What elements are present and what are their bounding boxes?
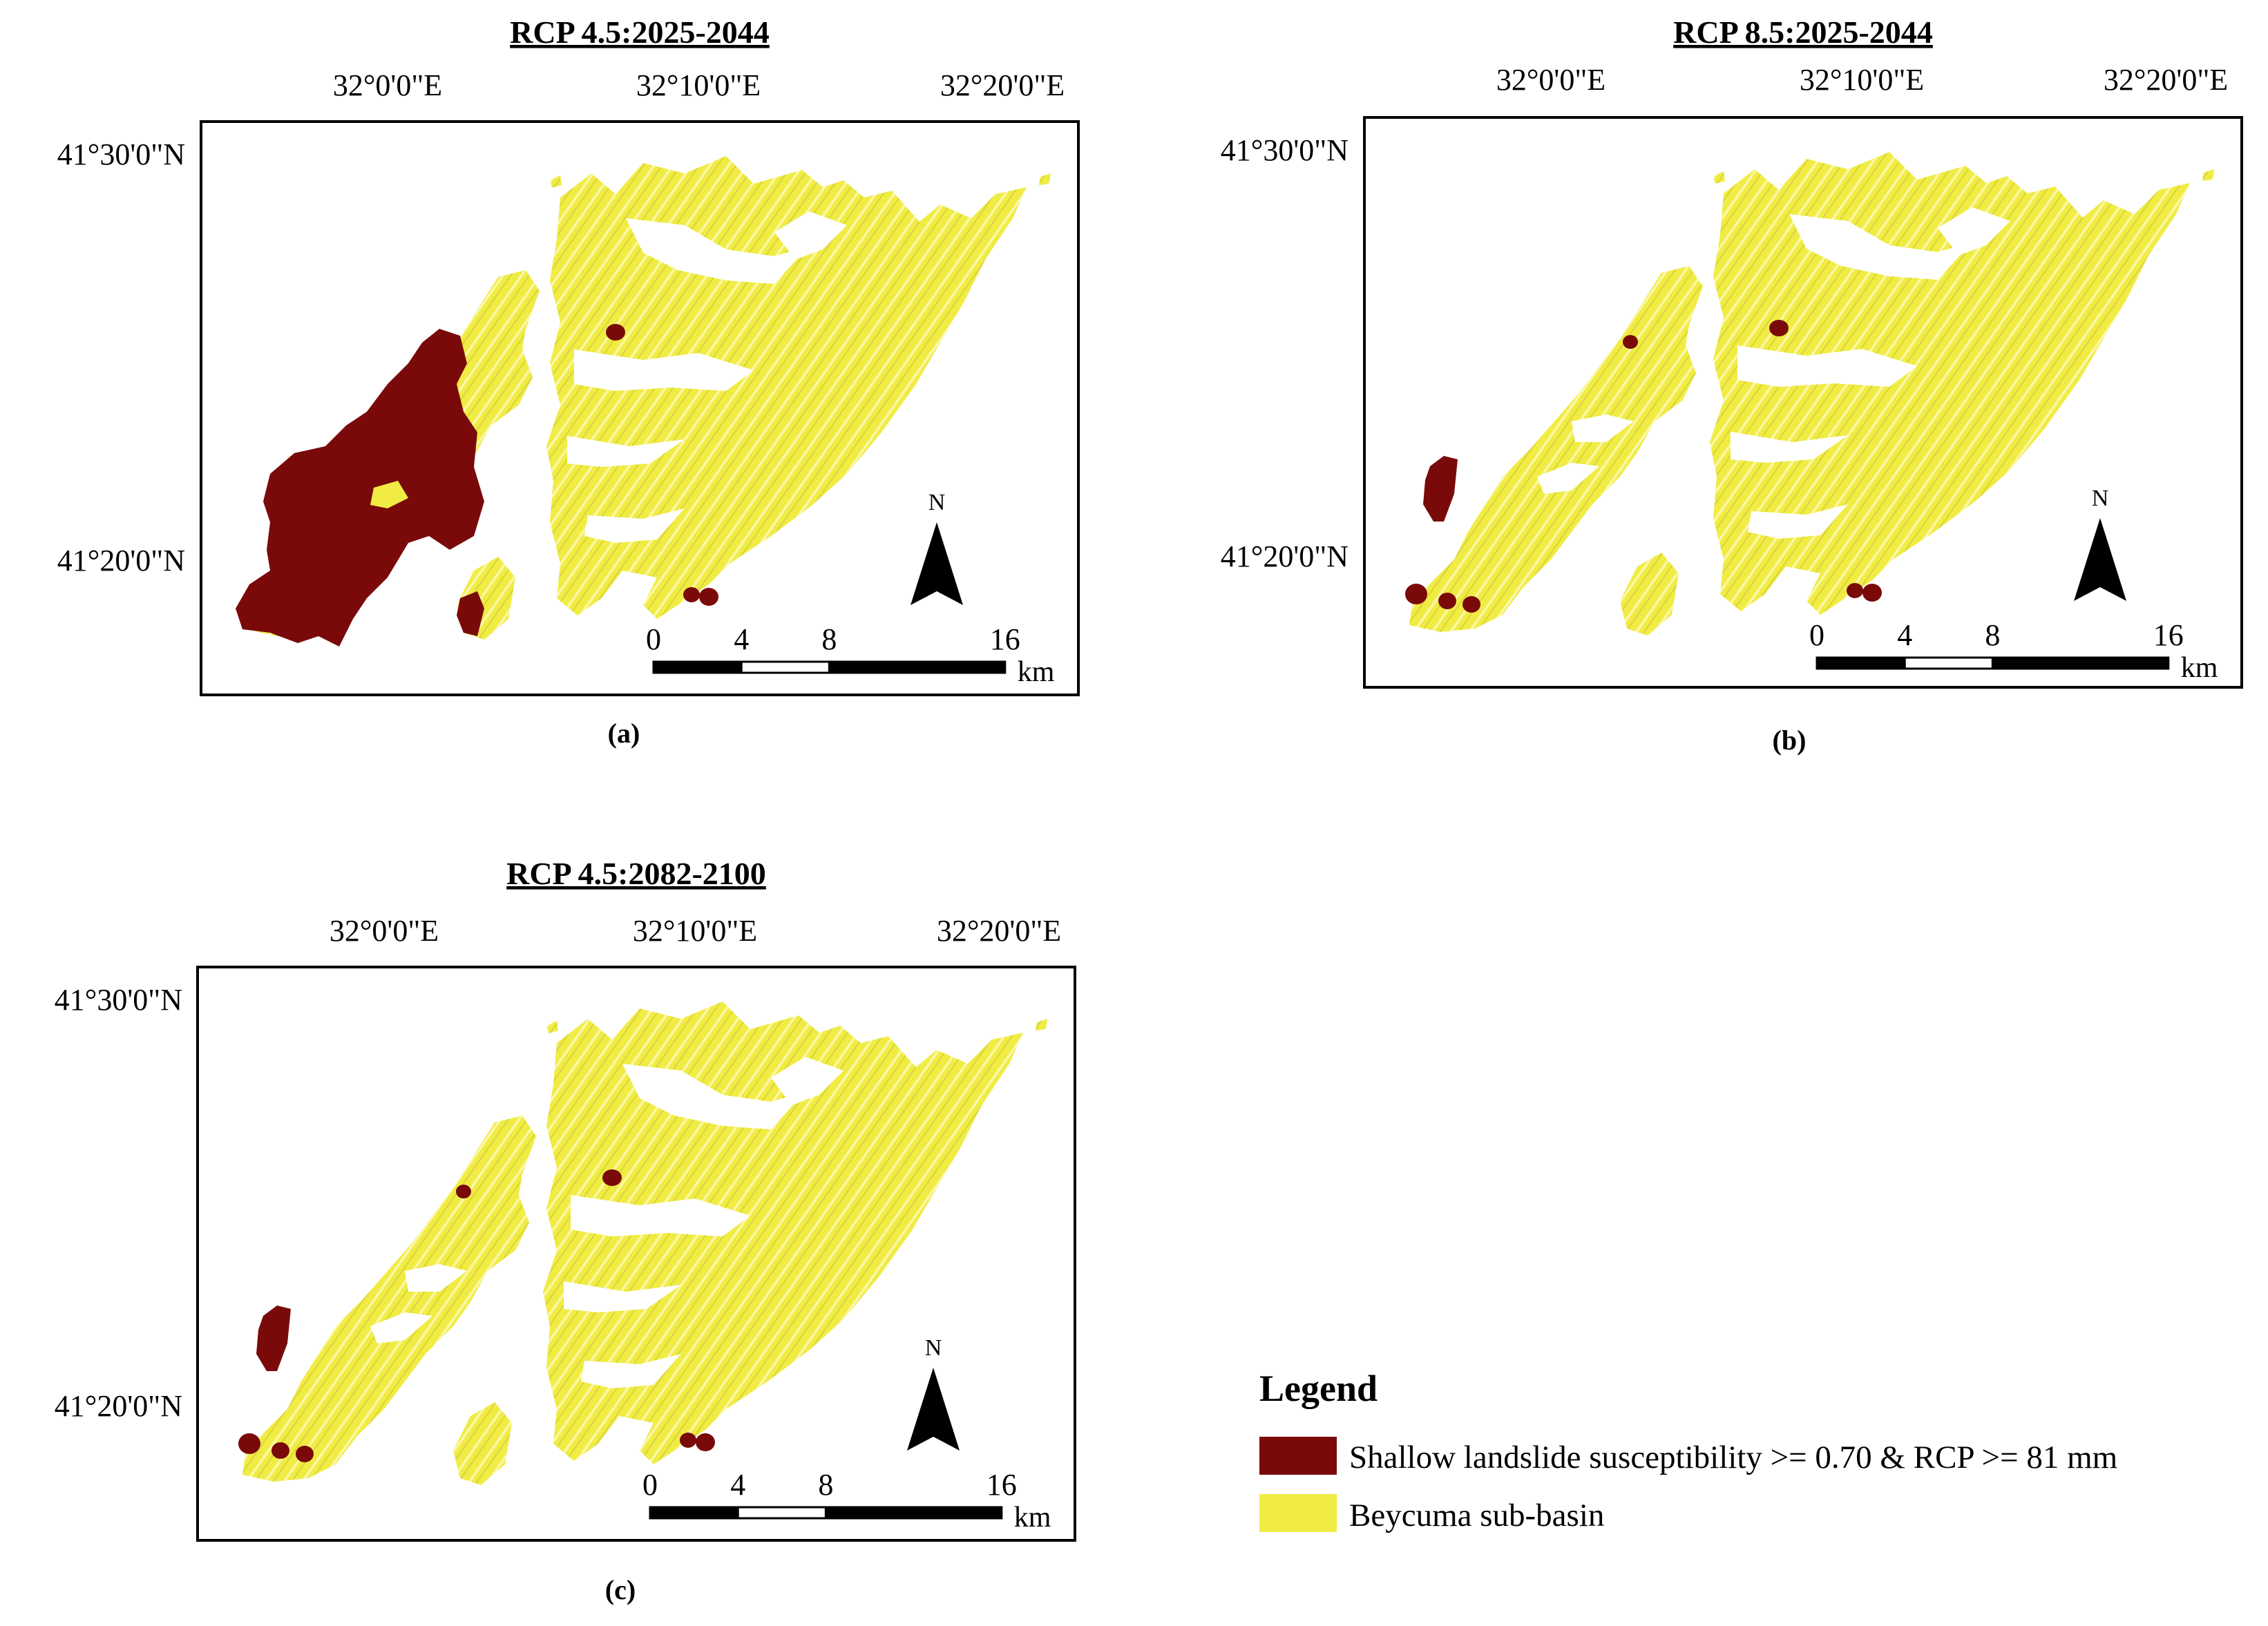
north-label: N	[925, 1335, 942, 1361]
panel-caption: (b)	[1773, 725, 1807, 756]
longitude-label: 32°20'0"E	[937, 914, 1061, 948]
map-frame	[200, 120, 1080, 696]
landslide-spot	[238, 1433, 260, 1454]
legend-swatch-landslide	[1259, 1437, 1337, 1475]
longitude-label: 32°0'0"E	[1496, 63, 1605, 97]
landslide-zone-large	[236, 329, 484, 647]
scale-tick-label: 16	[987, 1468, 1017, 1502]
latitude-label: 41°30'0"N	[57, 137, 185, 171]
scale-segment	[1816, 656, 1906, 670]
north-label: N	[2092, 486, 2109, 511]
panels-layer: RCP 4.5:2025-2044 32°0'0"E 32°10'0"E 32°20'…	[55, 15, 2243, 1605]
latitude-label: 41°30'0"N	[1221, 133, 1349, 167]
landslide-spot	[1847, 583, 1863, 598]
map-panel-3: RCP 4.5:2082-2100 32°0'0"E 32°10'0"E 32°20'…	[55, 856, 1076, 1605]
legend-label-landslide: Shallow landslide susceptibility >= 0.70…	[1349, 1440, 2117, 1475]
landslide-spot	[1862, 584, 1882, 602]
panel-caption: (a)	[608, 718, 640, 749]
landslide-zone-west	[1423, 456, 1458, 522]
scale-segment	[1903, 656, 1994, 670]
longitude-label: 32°10'0"E	[1800, 63, 1924, 97]
legend-swatch-basin	[1259, 1494, 1337, 1532]
scale-tick-label: 4	[734, 622, 749, 656]
longitude-label: 32°20'0"E	[940, 68, 1065, 102]
longitude-label: 32°10'0"E	[633, 914, 757, 948]
landslide-spot	[606, 324, 625, 341]
scale-tick-label: 0	[1809, 618, 1824, 652]
landslide-zones	[238, 1169, 715, 1462]
landslide-spot	[1462, 596, 1480, 613]
latitude-label: 41°20'0"N	[1221, 539, 1349, 573]
landslide-spot	[1405, 584, 1427, 604]
scale-tick-label: 0	[646, 622, 661, 656]
landslide-spot	[699, 588, 718, 606]
scale-segment	[824, 1506, 1003, 1520]
landslide-spot	[456, 1185, 471, 1198]
longitude-label: 32°0'0"E	[330, 914, 439, 948]
longitude-label: 32°20'0"E	[2104, 63, 2228, 97]
landslide-spot	[1438, 593, 1456, 609]
landslide-zone-island	[457, 591, 484, 636]
scale-tick-label: 8	[1985, 618, 2000, 652]
scale-tick-label: 16	[990, 622, 1020, 656]
latitude-label: 41°20'0"N	[55, 1389, 182, 1423]
scale-tick-label: 16	[2153, 618, 2184, 652]
north-label: N	[928, 490, 946, 515]
scale-tick-label: 8	[821, 622, 837, 656]
landslide-spot	[683, 587, 700, 602]
legend-title: Legend	[1259, 1368, 1378, 1409]
scale-tick-label: 4	[1897, 618, 1912, 652]
legend: Legend Shallow landslide susceptibility …	[1259, 1368, 2117, 1533]
map-frame	[1363, 116, 2243, 689]
landslide-spot	[296, 1446, 314, 1462]
landslide-spot	[271, 1442, 289, 1459]
map-frame	[196, 966, 1076, 1542]
scale-unit: km	[1018, 656, 1055, 688]
scale-tick-label: 0	[642, 1468, 658, 1502]
landslide-spot	[602, 1169, 622, 1186]
landslide-zones	[236, 324, 718, 647]
scale-segment	[740, 660, 830, 674]
scale-segment	[649, 1506, 739, 1520]
scale-tick-label: 8	[818, 1468, 833, 1502]
map-panel-1: RCP 4.5:2025-2044 32°0'0"E 32°10'0"E 32°20'…	[57, 15, 1080, 749]
landslide-spot	[1769, 320, 1789, 336]
landslide-zone-west	[256, 1305, 291, 1371]
scale-unit: km	[2181, 652, 2218, 684]
scale-segment	[736, 1506, 827, 1520]
scale-segment	[652, 660, 743, 674]
scale-unit: km	[1014, 1502, 1051, 1533]
scale-segment	[828, 660, 1007, 674]
panel-title: RCP 4.5:2082-2100	[506, 856, 766, 891]
landslide-spot	[1623, 335, 1638, 349]
scale-segment	[1991, 656, 2170, 670]
landslide-spot	[696, 1433, 715, 1451]
latitude-label: 41°30'0"N	[55, 983, 182, 1017]
landslide-spot	[680, 1433, 696, 1448]
longitude-label: 32°10'0"E	[636, 68, 761, 102]
longitude-label: 32°0'0"E	[333, 68, 442, 102]
landslide-zones	[1405, 320, 1882, 613]
latitude-label: 41°20'0"N	[57, 544, 185, 577]
basin-gap	[370, 481, 408, 508]
panel-caption: (c)	[605, 1574, 636, 1605]
panel-title: RCP 4.5:2025-2044	[510, 15, 770, 50]
map-panel-2: RCP 8.5:2025-2044 32°0'0"E 32°10'0"E 32°20'…	[1221, 15, 2243, 756]
legend-label-basin: Beycuma sub-basin	[1349, 1498, 1604, 1533]
scale-tick-label: 4	[730, 1468, 745, 1502]
panel-title: RCP 8.5:2025-2044	[1673, 15, 1933, 50]
